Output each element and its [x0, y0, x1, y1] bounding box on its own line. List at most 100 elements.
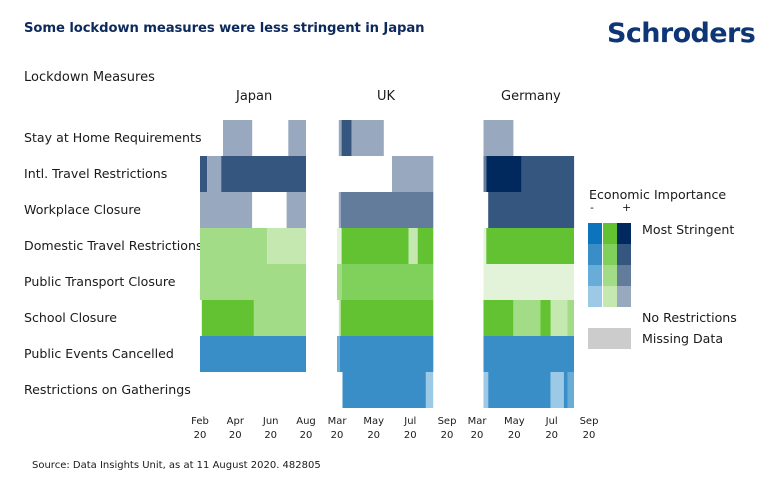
x-tick-year: 20 — [228, 430, 242, 441]
legend-swatch-low-3 — [588, 244, 602, 265]
cell-japan-school-closure-1 — [253, 300, 306, 336]
legend-swatch-high-1 — [617, 286, 631, 307]
cell-uk-public-events-cancelled-0 — [337, 336, 340, 372]
cell-germany-workplace-closure-0 — [488, 192, 575, 228]
cell-germany-restrictions-on-gatherings-2 — [550, 372, 564, 408]
x-tick-month: Feb — [191, 416, 209, 427]
legend-missing-data: Missing Data — [642, 331, 724, 346]
cell-germany-intl-travel-restrictions-0 — [483, 156, 487, 192]
legend-swatch-low-1 — [588, 286, 602, 307]
cell-germany-restrictions-on-gatherings-3 — [563, 372, 568, 408]
x-tick-uk-may: May 20 — [359, 415, 389, 443]
x-tick-uk-mar: Mar 20 — [322, 415, 352, 443]
legend-swatch-high-3 — [617, 244, 631, 265]
cell-uk-stay-at-home-requirements-0 — [338, 120, 342, 156]
cell-japan-workplace-closure-0 — [200, 192, 253, 228]
x-tick-year: 20 — [507, 430, 521, 441]
x-tick-month: Apr — [226, 416, 244, 427]
cell-uk-public-transport-closure-0 — [337, 264, 342, 300]
x-tick-year: 20 — [193, 430, 207, 441]
cell-uk-stay-at-home-requirements-1 — [341, 120, 352, 156]
cell-uk-school-closure-1 — [340, 300, 434, 336]
cell-japan-intl-travel-restrictions-0 — [200, 156, 208, 192]
legend-swatch-medium-3 — [602, 244, 617, 265]
x-tick-year: 20 — [299, 430, 313, 441]
row-label-public-events: Public Events Cancelled — [24, 346, 174, 361]
cell-japan-domestic-travel-restrictions-1 — [267, 228, 306, 264]
x-tick-year: 20 — [264, 430, 278, 441]
y-axis-title: Lockdown Measures — [24, 70, 155, 85]
row-label-gatherings: Restrictions on Gatherings — [24, 382, 191, 397]
cell-germany-restrictions-on-gatherings-0 — [483, 372, 489, 408]
x-tick-month: Jun — [262, 416, 279, 427]
cell-japan-intl-travel-restrictions-2 — [221, 156, 306, 192]
x-tick-month: Sep — [437, 416, 457, 427]
legend-swatch-low-4 — [588, 223, 602, 244]
cell-germany-public-transport-closure-0 — [483, 264, 574, 300]
legend-no-restrictions: No Restrictions — [642, 310, 737, 325]
panel-title-uk: UK — [377, 89, 396, 104]
x-tick-germany-sep: Sep 20 — [574, 415, 604, 443]
cell-germany-stay-at-home-requirements-0 — [483, 120, 514, 156]
cell-uk-public-transport-closure-1 — [341, 264, 434, 300]
cell-germany-domestic-travel-restrictions-1 — [486, 228, 574, 264]
cell-uk-domestic-travel-restrictions-0 — [337, 228, 342, 264]
cell-germany-restrictions-on-gatherings-1 — [488, 372, 551, 408]
row-label-stay-at-home: Stay at Home Requirements — [24, 130, 202, 145]
cell-germany-intl-travel-restrictions-2 — [521, 156, 575, 192]
row-label-domestic-travel: Domestic Travel Restrictions — [24, 238, 203, 253]
row-label-school: School Closure — [24, 310, 118, 325]
legend-swatch-high-2 — [617, 265, 631, 286]
cell-japan-public-events-cancelled-0 — [200, 336, 306, 372]
x-tick-germany-mar: Mar 20 — [462, 415, 492, 443]
x-tick-uk-sep: Sep 20 — [432, 415, 462, 443]
legend-swatch-low-2 — [588, 265, 602, 286]
panel-title-japan: Japan — [236, 89, 273, 104]
x-tick-month: May — [363, 416, 385, 427]
panel-title-germany: Germany — [501, 89, 561, 104]
x-tick-month: Mar — [467, 416, 487, 427]
cell-uk-stay-at-home-requirements-2 — [351, 120, 384, 156]
x-tick-year: 20 — [367, 430, 381, 441]
source-note: Source: Data Insights Unit, as at 11 Aug… — [32, 460, 321, 471]
x-tick-uk-jul: Jul 20 — [395, 415, 425, 443]
x-tick-year: 20 — [470, 430, 484, 441]
cell-uk-intl-travel-restrictions-0 — [392, 156, 434, 192]
cell-japan-public-transport-closure-0 — [200, 264, 306, 300]
cell-uk-school-closure-0 — [338, 300, 341, 336]
cell-uk-restrictions-on-gatherings-1 — [425, 372, 434, 408]
legend-minus: - — [590, 201, 594, 214]
cell-japan-stay-at-home-requirements-1 — [288, 120, 306, 156]
row-label-intl-travel: Intl. Travel Restrictions — [24, 166, 168, 181]
schroders-logo: Schroders — [607, 18, 756, 49]
cell-uk-domestic-travel-restrictions-2 — [408, 228, 418, 264]
x-tick-germany-jul: Jul 20 — [537, 415, 567, 443]
legend-most-stringent: Most Stringent — [642, 222, 735, 237]
x-tick-japan-aug: Aug 20 — [291, 415, 321, 443]
cell-japan-stay-at-home-requirements-0 — [223, 120, 253, 156]
x-tick-year: 20 — [440, 430, 454, 441]
cell-germany-school-closure-2 — [540, 300, 551, 336]
x-tick-year: 20 — [582, 430, 596, 441]
x-tick-month: May — [503, 416, 525, 427]
x-tick-month: Jul — [545, 416, 558, 427]
cell-germany-school-closure-0 — [483, 300, 514, 336]
cell-uk-domestic-travel-restrictions-1 — [341, 228, 409, 264]
x-tick-germany-may: May 20 — [499, 415, 529, 443]
cell-japan-domestic-travel-restrictions-0 — [200, 228, 268, 264]
cell-uk-workplace-closure-1 — [340, 192, 434, 228]
x-tick-year: 20 — [403, 430, 417, 441]
x-tick-japan-feb: Feb 20 — [185, 415, 215, 443]
legend-swatch-medium-1 — [602, 286, 617, 307]
x-tick-japan-apr: Apr 20 — [220, 415, 250, 443]
legend-missing-swatch — [588, 328, 631, 349]
cell-germany-school-closure-1 — [513, 300, 541, 336]
x-tick-month: Sep — [579, 416, 599, 427]
cell-germany-intl-travel-restrictions-1 — [486, 156, 522, 192]
row-label-public-transport: Public Transport Closure — [24, 274, 176, 289]
cell-germany-public-events-cancelled-0 — [483, 336, 574, 372]
cell-uk-domestic-travel-restrictions-3 — [417, 228, 434, 264]
cell-germany-school-closure-4 — [567, 300, 574, 336]
x-tick-year: 20 — [545, 430, 559, 441]
